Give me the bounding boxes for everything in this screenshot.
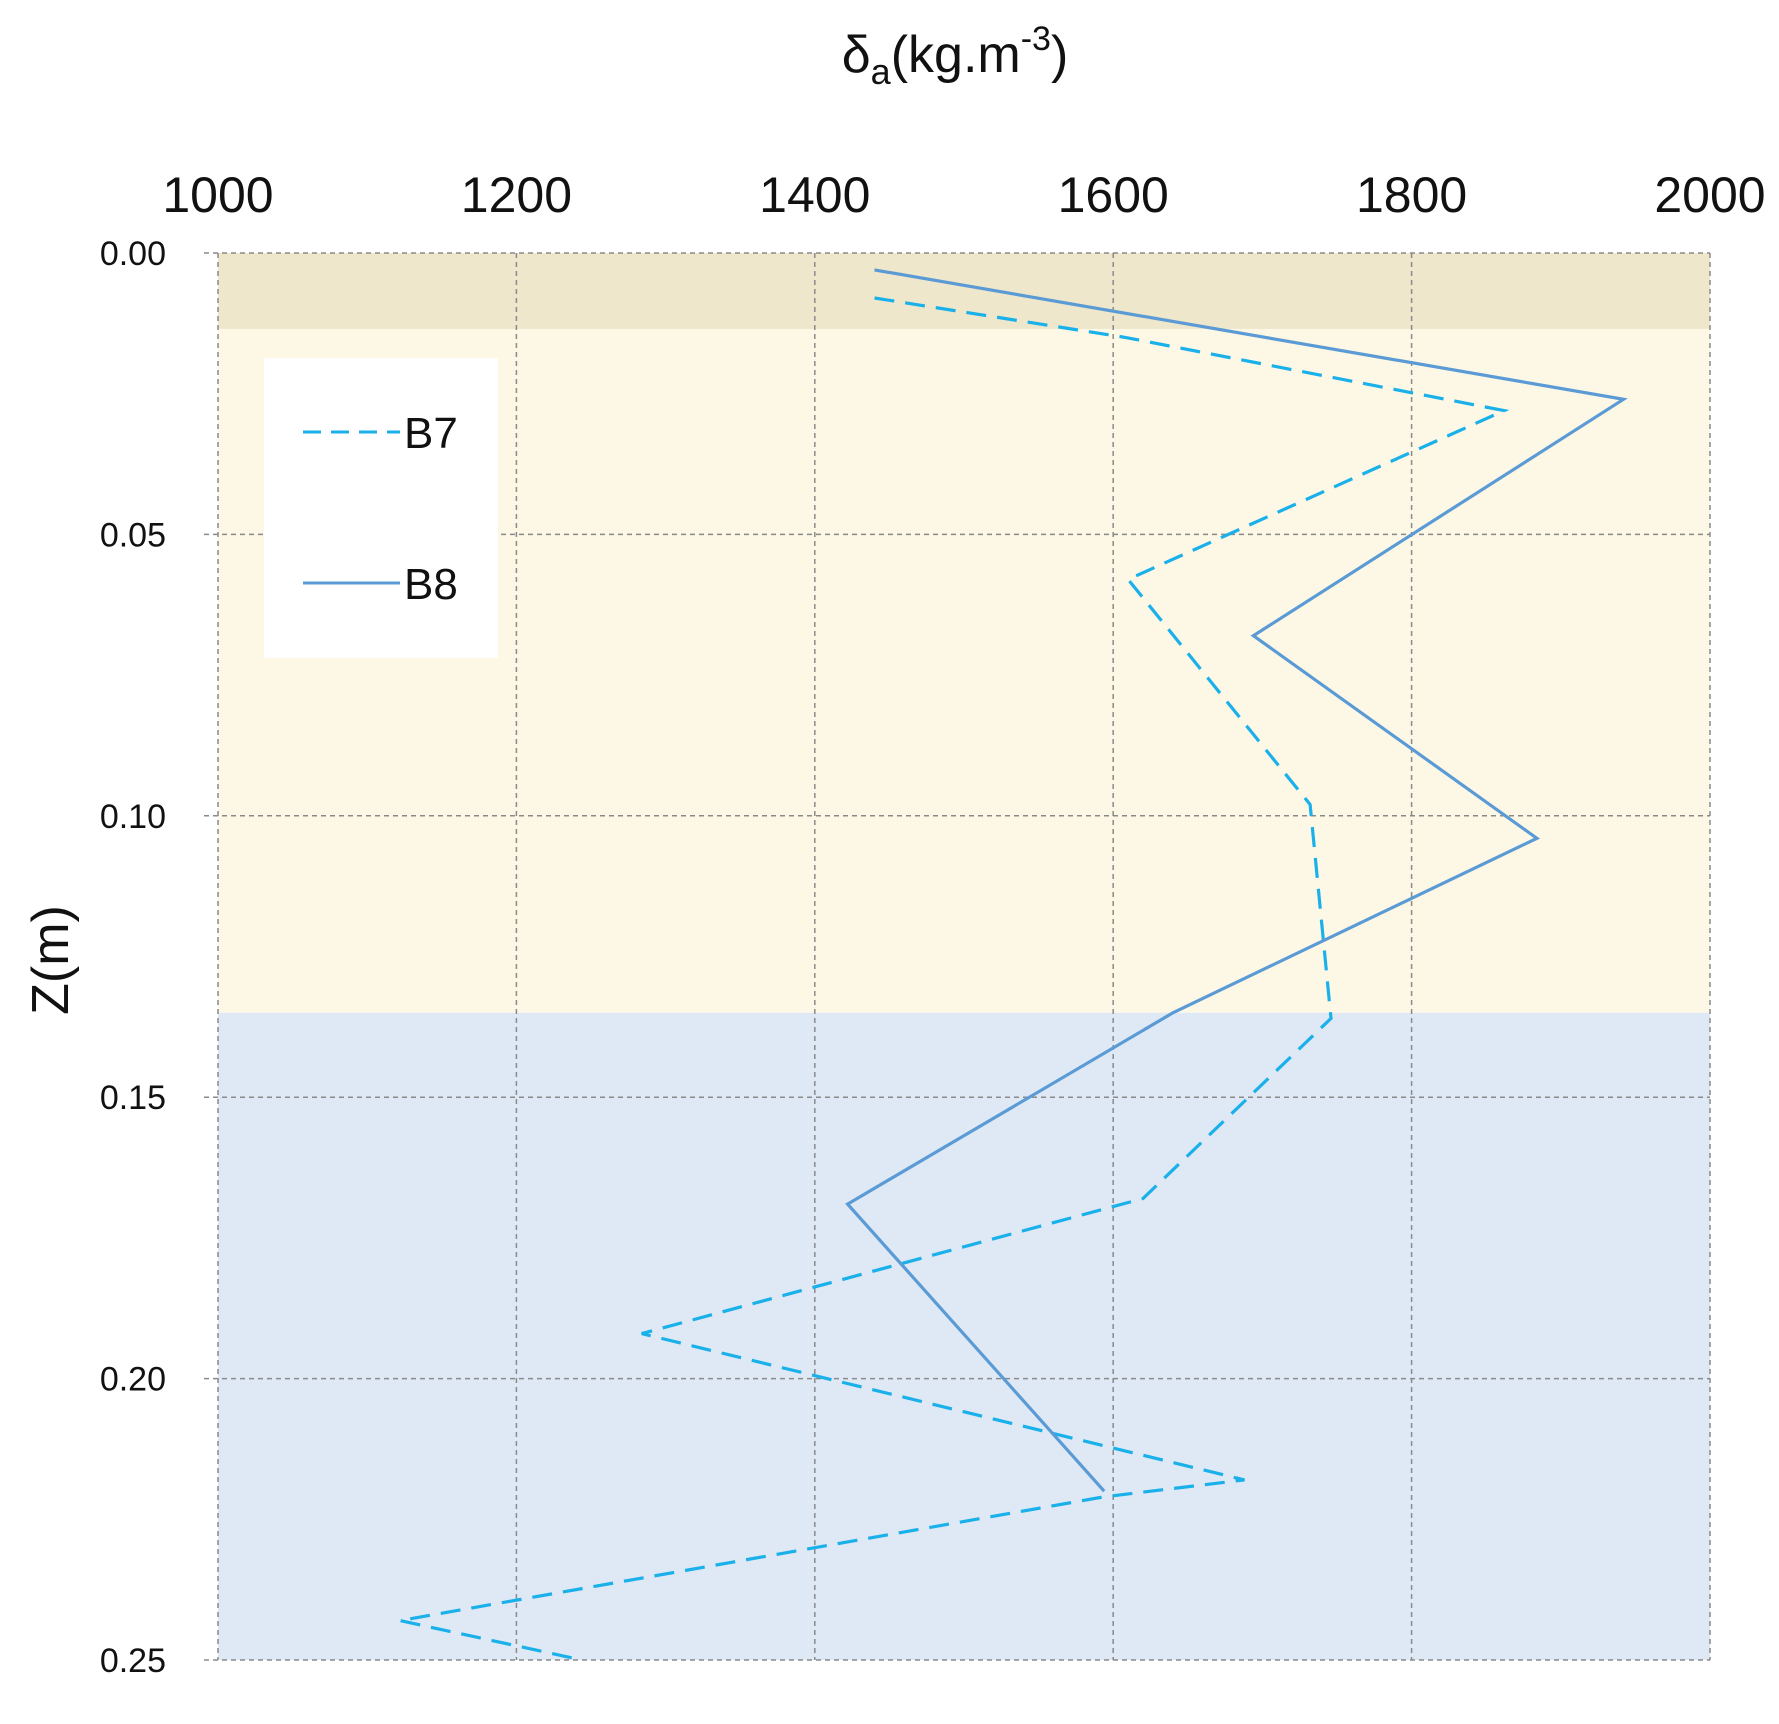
legend: B7 B8	[264, 358, 498, 658]
x-tick-labels: 1000 1200 1400 1600 1800 2000	[162, 167, 1765, 223]
data-series	[399, 268, 1628, 1662]
x-tick-label: 1600	[1058, 167, 1169, 223]
y-tick-label: 0.00	[100, 235, 166, 273]
grid-lines	[204, 252, 1711, 1661]
y-tick-label: 0.20	[100, 1361, 166, 1399]
y-tick-label: 0.05	[100, 516, 166, 554]
x-tick-label: 1400	[759, 167, 870, 223]
band-0	[218, 253, 1710, 329]
x-tick-label: 1200	[461, 167, 572, 223]
series-line-b8	[845, 268, 1628, 1493]
legend-box	[264, 358, 498, 658]
y-tick-label: 0.15	[100, 1079, 166, 1117]
x-tick-label: 2000	[1654, 167, 1765, 223]
x-tick-label: 1000	[162, 167, 273, 223]
y-axis-title: Z(m)	[22, 905, 80, 1015]
series-line-b7	[399, 296, 1510, 1662]
y-tick-label: 0.10	[100, 798, 166, 836]
legend-label-b8: B8	[404, 560, 458, 609]
y-tick-label: 0.25	[100, 1642, 166, 1680]
y-tick-labels: 0.00 0.05 0.10 0.15 0.20 0.25	[100, 235, 166, 1680]
x-tick-label: 1800	[1356, 167, 1467, 223]
x-axis-title: δa(kg.m-3)	[842, 20, 1069, 92]
legend-label-b7: B7	[404, 409, 458, 458]
